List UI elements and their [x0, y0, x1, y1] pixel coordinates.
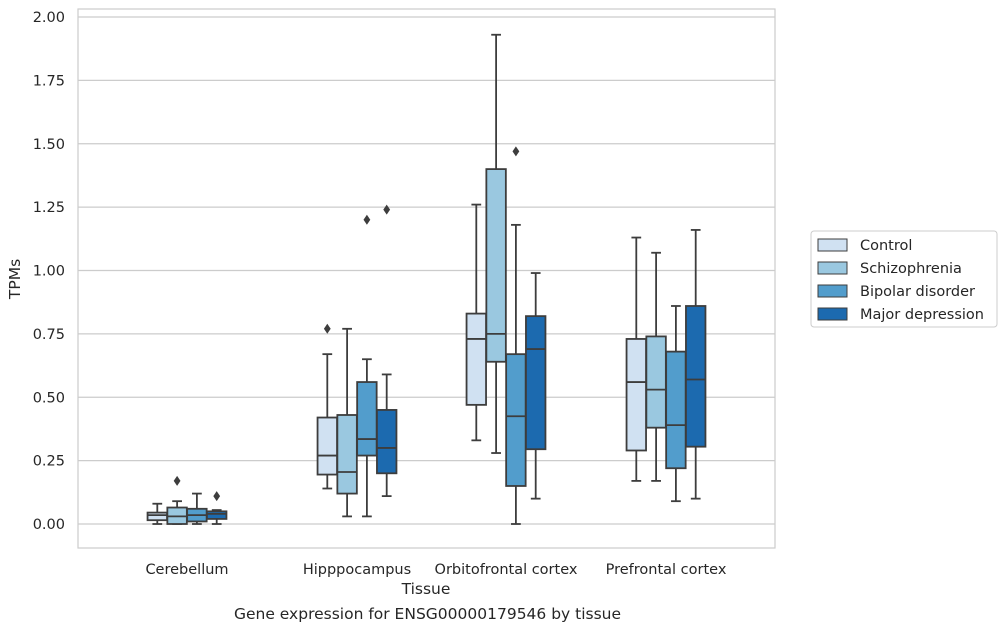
legend-label: Schizophrenia	[860, 261, 962, 277]
outlier-point	[383, 204, 391, 215]
y-tick-label: 1.50	[33, 137, 65, 153]
box-iqr	[685, 305, 707, 448]
outlier-point	[363, 214, 371, 225]
x-tick-label: Prefrontal cortex	[606, 562, 727, 578]
y-tick-label: 0.25	[33, 454, 65, 470]
box-iqr	[645, 335, 667, 429]
legend-swatch	[817, 307, 848, 321]
legend-swatch	[817, 238, 848, 252]
legend-label: Major depression	[860, 307, 984, 323]
plot-area-frame	[77, 8, 776, 549]
box-iqr	[505, 353, 527, 487]
box-groups	[146, 33, 707, 525]
outlier-point	[173, 475, 181, 486]
legend: Control Schizophrenia Bipolar disorder Majo…	[810, 230, 998, 328]
box-iqr	[376, 409, 398, 475]
outlier-point	[512, 146, 520, 157]
box-group	[146, 475, 228, 525]
x-axis-label: Tissue	[401, 580, 451, 598]
legend-swatch	[817, 261, 848, 275]
y-tick-label: 1.00	[33, 264, 65, 280]
y-tick-label: 1.25	[33, 200, 65, 216]
legend-swatch	[817, 284, 848, 298]
x-tick-labels: Cerebellum Hipppocampus Orbitofrontal cort…	[145, 562, 726, 578]
legend-label: Control	[860, 238, 912, 254]
box-iqr	[206, 510, 228, 520]
box-group	[465, 33, 547, 525]
outlier-point	[213, 491, 221, 502]
box-group	[316, 204, 398, 518]
outlier-point	[323, 323, 331, 334]
box-iqr	[525, 315, 547, 451]
legend-label: Bipolar disorder	[860, 284, 975, 300]
x-tick-label: Cerebellum	[145, 562, 228, 578]
box-iqr	[336, 414, 358, 495]
box-iqr	[465, 312, 487, 406]
box-iqr	[485, 168, 507, 363]
legend-frame	[810, 230, 998, 328]
y-tick-label: 1.75	[33, 73, 65, 89]
x-tick-label: Orbitofrontal cortex	[435, 562, 578, 578]
y-tick-label: 2.00	[33, 10, 65, 26]
box-group	[625, 229, 707, 503]
y-axis-label: TPMs	[6, 259, 24, 300]
y-tick-label: 0.75	[33, 327, 65, 343]
y-tick-labels: 0.00 0.25 0.50 0.75 1.00 1.25 1.50 1.75 2.00	[33, 10, 65, 533]
x-tick-label: Hipppocampus	[303, 562, 411, 578]
y-tick-label: 0.50	[33, 390, 65, 406]
box-iqr	[625, 338, 647, 452]
figure-caption: Gene expression for ENSG00000179546 by t…	[233, 605, 622, 623]
y-tick-label: 0.00	[33, 517, 65, 533]
box-iqr	[665, 350, 687, 470]
y-gridlines	[78, 16, 775, 525]
box-iqr	[356, 381, 378, 457]
box-iqr	[146, 511, 168, 522]
box-iqr	[316, 416, 338, 476]
